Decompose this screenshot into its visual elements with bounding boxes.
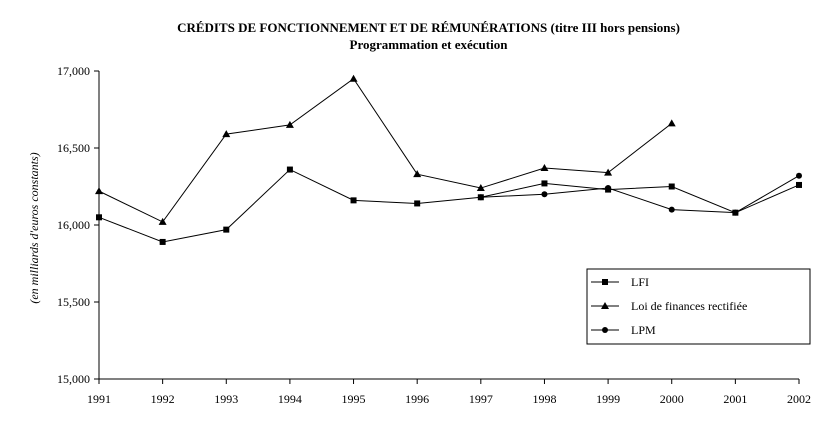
legend-marker xyxy=(602,279,608,285)
x-tick-label: 1991 xyxy=(87,392,111,406)
y-tick-label: 17,000 xyxy=(57,64,90,78)
data-point-circle xyxy=(668,206,675,213)
data-point-triangle xyxy=(349,74,358,82)
data-point-circle xyxy=(477,194,484,201)
x-tick-label: 1993 xyxy=(214,392,238,406)
data-point-square xyxy=(414,200,421,207)
data-point-triangle xyxy=(413,170,422,178)
y-tick-label: 15,000 xyxy=(57,372,90,386)
chart-title: CRÉDITS DE FONCTIONNEMENT ET DE RÉMUNÉRA… xyxy=(177,20,680,35)
data-point-circle xyxy=(732,209,739,216)
series-line-square xyxy=(98,168,800,243)
x-tick-label: 1994 xyxy=(278,392,302,406)
x-tick-label: 1992 xyxy=(151,392,175,406)
x-tick-label: 2002 xyxy=(787,392,811,406)
data-point-circle xyxy=(796,172,802,179)
data-point-square xyxy=(223,226,230,233)
data-point-square xyxy=(668,183,675,190)
data-point-triangle xyxy=(158,217,167,225)
y-tick-label: 16,500 xyxy=(57,141,90,155)
x-tick-label: 1995 xyxy=(342,392,366,406)
data-point-square xyxy=(286,166,293,173)
x-tick-label: 1997 xyxy=(469,392,493,406)
y-tick-label: 16,000 xyxy=(57,218,90,232)
legend-marker xyxy=(601,302,609,309)
legend-label: LPM xyxy=(631,323,656,337)
data-point-square xyxy=(796,181,802,188)
x-tick-label: 2000 xyxy=(660,392,684,406)
y-axis-label: (en milliards d'euros constants) xyxy=(27,152,41,303)
data-point-triangle xyxy=(540,164,549,172)
x-tick-label: 1996 xyxy=(405,392,429,406)
data-point-square xyxy=(541,180,548,187)
series-line-triangle xyxy=(98,77,673,223)
data-point-triangle xyxy=(285,120,294,128)
x-tick-label: 2001 xyxy=(723,392,747,406)
legend-label: Loi de finances rectifiée xyxy=(631,299,747,313)
data-point-triangle xyxy=(222,130,231,138)
series-line-circle xyxy=(480,175,800,214)
data-point-triangle xyxy=(95,187,103,195)
legend-label: LFI xyxy=(631,275,649,289)
data-point-circle xyxy=(541,191,548,198)
legend-marker xyxy=(602,327,608,333)
chart-subtitle: Programmation et exécution xyxy=(349,37,508,52)
data-point-triangle xyxy=(667,119,676,127)
data-point-square xyxy=(350,197,357,204)
x-tick-label: 1999 xyxy=(596,392,620,406)
data-point-triangle xyxy=(476,184,485,192)
y-tick-label: 15,500 xyxy=(57,295,90,309)
legend-box xyxy=(586,268,811,345)
data-point-triangle xyxy=(604,168,613,176)
x-tick-label: 1998 xyxy=(532,392,556,406)
data-point-circle xyxy=(605,185,612,192)
data-point-square xyxy=(159,238,166,245)
data-point-square xyxy=(96,214,102,221)
